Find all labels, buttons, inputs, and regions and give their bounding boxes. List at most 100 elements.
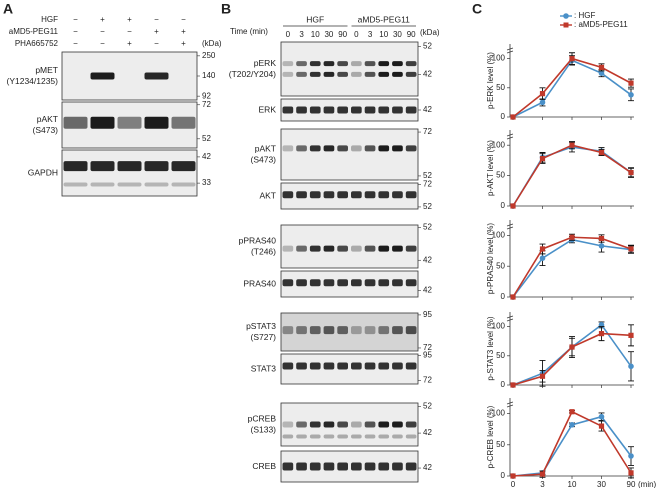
condition-mark: − — [73, 15, 78, 24]
kda-label: 42 — [423, 255, 432, 264]
blot-label: pERK — [254, 58, 277, 68]
band — [323, 434, 335, 439]
band — [282, 362, 294, 370]
series-line — [512, 410, 632, 477]
axis-break — [506, 315, 514, 322]
condition-label: PHA665752 — [15, 39, 59, 48]
band — [378, 421, 390, 428]
condition-mark: − — [100, 27, 105, 36]
band — [296, 145, 307, 152]
band — [144, 116, 169, 129]
y-tick-label: 0 — [501, 292, 506, 301]
band — [63, 116, 88, 129]
kda-label: 95 — [423, 310, 432, 319]
band — [323, 462, 335, 471]
band — [405, 421, 417, 428]
condition-mark: − — [73, 27, 78, 36]
band — [364, 421, 376, 428]
blot-label: pSTAT3 — [246, 321, 276, 331]
marker — [598, 64, 605, 70]
band — [282, 245, 294, 252]
blot-label: (S727) — [250, 332, 276, 342]
marker — [598, 149, 605, 156]
condition-mark: + — [154, 27, 159, 36]
marker — [598, 331, 605, 337]
band — [405, 462, 417, 471]
band — [392, 326, 403, 335]
axis-break — [506, 133, 514, 140]
marker — [628, 453, 634, 459]
marker — [539, 471, 546, 477]
legend-label: : HGF — [574, 11, 595, 20]
band — [351, 61, 362, 67]
marker — [628, 80, 634, 86]
blot — [61, 51, 198, 101]
band — [282, 279, 294, 287]
marker — [569, 234, 575, 240]
y-tick-label: 50 — [496, 440, 505, 449]
kda-label: 52 — [423, 402, 432, 411]
band — [378, 462, 390, 471]
band — [405, 279, 417, 287]
band — [405, 191, 417, 199]
y-tick-label: 100 — [492, 140, 506, 149]
band — [392, 71, 403, 77]
band — [323, 362, 335, 370]
band — [309, 191, 321, 199]
band — [171, 116, 196, 129]
band — [364, 191, 376, 199]
time-label: 10 — [379, 30, 388, 39]
kda-label: 52 — [202, 134, 211, 143]
condition-mark: + — [127, 15, 132, 24]
blot-label: AKT — [259, 190, 276, 200]
band — [90, 182, 115, 187]
band — [351, 421, 362, 428]
band — [117, 161, 142, 172]
band — [337, 434, 348, 439]
series-line — [512, 236, 632, 298]
condition-label: HGF — [41, 15, 58, 24]
time-label: 3 — [368, 30, 373, 39]
band — [378, 434, 390, 439]
blot-label: pAKT — [37, 114, 58, 124]
kda-label: 42 — [423, 286, 432, 295]
marker — [569, 409, 575, 415]
panel-letter: C — [472, 1, 482, 17]
band — [405, 71, 417, 77]
band — [309, 71, 321, 77]
marker — [569, 344, 575, 350]
band — [337, 362, 348, 370]
kda-label: 42 — [423, 105, 432, 114]
legend-label: : aMD5-PEG11 — [574, 20, 628, 29]
condition-mark: + — [100, 15, 105, 24]
band — [323, 71, 335, 77]
y-tick-label: 50 — [496, 351, 505, 360]
marker — [628, 246, 634, 252]
band — [392, 421, 403, 428]
band — [309, 145, 321, 152]
band — [337, 326, 348, 335]
kda-label: 72 — [423, 343, 432, 352]
band — [144, 182, 169, 187]
band — [392, 434, 403, 439]
band — [323, 326, 335, 335]
band — [309, 421, 321, 428]
band — [405, 326, 417, 335]
y-tick-label: 100 — [492, 409, 506, 418]
band — [296, 71, 307, 77]
y-tick-label: 50 — [496, 83, 505, 92]
y-axis-label: p-PRAS40 level (%) — [486, 223, 495, 294]
band — [282, 421, 294, 428]
band — [351, 279, 362, 287]
time-label: 90 — [338, 30, 347, 39]
band — [337, 191, 348, 199]
marker — [598, 423, 605, 429]
band — [405, 145, 417, 152]
kda-header: (kDa) — [420, 28, 440, 37]
y-tick-label: 100 — [492, 322, 506, 331]
marker — [510, 114, 516, 120]
y-tick-label: 100 — [492, 231, 506, 240]
band — [337, 71, 348, 77]
blot-label: GAPDH — [28, 167, 58, 177]
